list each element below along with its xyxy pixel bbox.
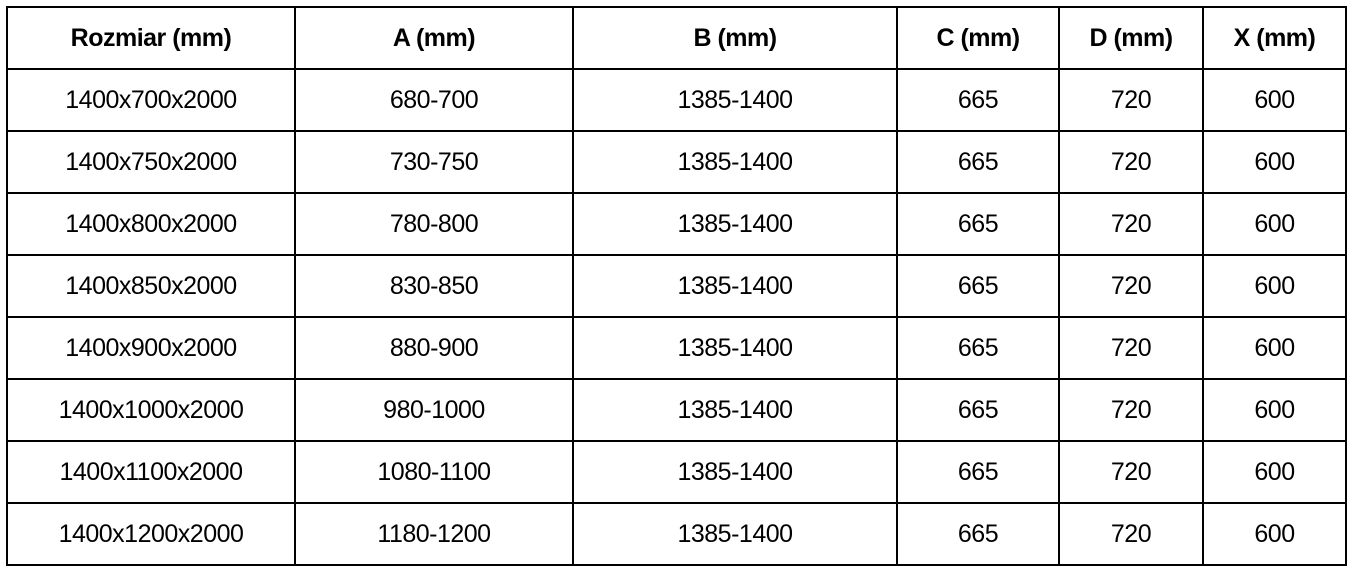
table-cell: 720 [1058,130,1204,194]
table-row: 1400x1100x2000 1080-1100 1385-1400 665 720 60… [6,440,1347,504]
table-cell: 1400x1200x2000 [6,502,296,566]
table-cell: 720 [1058,68,1204,132]
table-cell: 600 [1202,502,1347,566]
table-cell: 600 [1202,130,1347,194]
table-cell: 1385-1400 [572,378,898,442]
table-cell: 1385-1400 [572,316,898,380]
table-cell: 1385-1400 [572,192,898,256]
column-header: C (mm) [896,6,1060,70]
header-row: Rozmiar (mm) A (mm) B (mm) C (mm) D (mm) X (m… [6,6,1347,70]
table-cell: 665 [896,440,1060,504]
table-row: 1400x800x2000 780-800 1385-1400 665 720 600 [6,192,1347,256]
table-cell: 1385-1400 [572,440,898,504]
table-cell: 980-1000 [294,378,574,442]
table-cell: 720 [1058,192,1204,256]
table-cell: 720 [1058,502,1204,566]
table-cell: 665 [896,130,1060,194]
column-header: B (mm) [572,6,898,70]
table-cell: 600 [1202,254,1347,318]
table-cell: 600 [1202,316,1347,380]
table-cell: 600 [1202,68,1347,132]
table-cell: 1400x1000x2000 [6,378,296,442]
table-cell: 1385-1400 [572,254,898,318]
table-cell: 665 [896,192,1060,256]
table-cell: 665 [896,378,1060,442]
table-cell: 600 [1202,192,1347,256]
table-cell: 600 [1202,440,1347,504]
table-cell: 1400x850x2000 [6,254,296,318]
table-row: 1400x1000x2000 980-1000 1385-1400 665 720 600 [6,378,1347,442]
column-header: Rozmiar (mm) [6,6,296,70]
table-cell: 780-800 [294,192,574,256]
table-cell: 720 [1058,316,1204,380]
table-cell: 1400x1100x2000 [6,440,296,504]
table-cell: 600 [1202,378,1347,442]
table-cell: 880-900 [294,316,574,380]
table-row: 1400x750x2000 730-750 1385-1400 665 720 600 [6,130,1347,194]
column-header: X (mm) [1202,6,1347,70]
table-cell: 1400x900x2000 [6,316,296,380]
table-cell: 665 [896,254,1060,318]
table-row: 1400x900x2000 880-900 1385-1400 665 720 600 [6,316,1347,380]
table-cell: 680-700 [294,68,574,132]
table-cell: 665 [896,316,1060,380]
column-header: D (mm) [1058,6,1204,70]
table-cell: 720 [1058,378,1204,442]
table-cell: 830-850 [294,254,574,318]
table-cell: 665 [896,502,1060,566]
table-row: 1400x700x2000 680-700 1385-1400 665 720 600 [6,68,1347,132]
table-cell: 1385-1400 [572,130,898,194]
table-cell: 1180-1200 [294,502,574,566]
table-cell: 1400x700x2000 [6,68,296,132]
table-row: 1400x1200x2000 1180-1200 1385-1400 665 720 60… [6,502,1347,566]
table-cell: 665 [896,68,1060,132]
table-cell: 730-750 [294,130,574,194]
table-cell: 1080-1100 [294,440,574,504]
table-cell: 720 [1058,254,1204,318]
table-cell: 1385-1400 [572,68,898,132]
table-cell: 1400x750x2000 [6,130,296,194]
table-cell: 1400x800x2000 [6,192,296,256]
table-cell: 1385-1400 [572,502,898,566]
column-header: A (mm) [294,6,574,70]
table-row: 1400x850x2000 830-850 1385-1400 665 720 600 [6,254,1347,318]
dimensions-table: Rozmiar (mm) A (mm) B (mm) C (mm) D (mm) X (m… [6,6,1347,566]
table-cell: 720 [1058,440,1204,504]
